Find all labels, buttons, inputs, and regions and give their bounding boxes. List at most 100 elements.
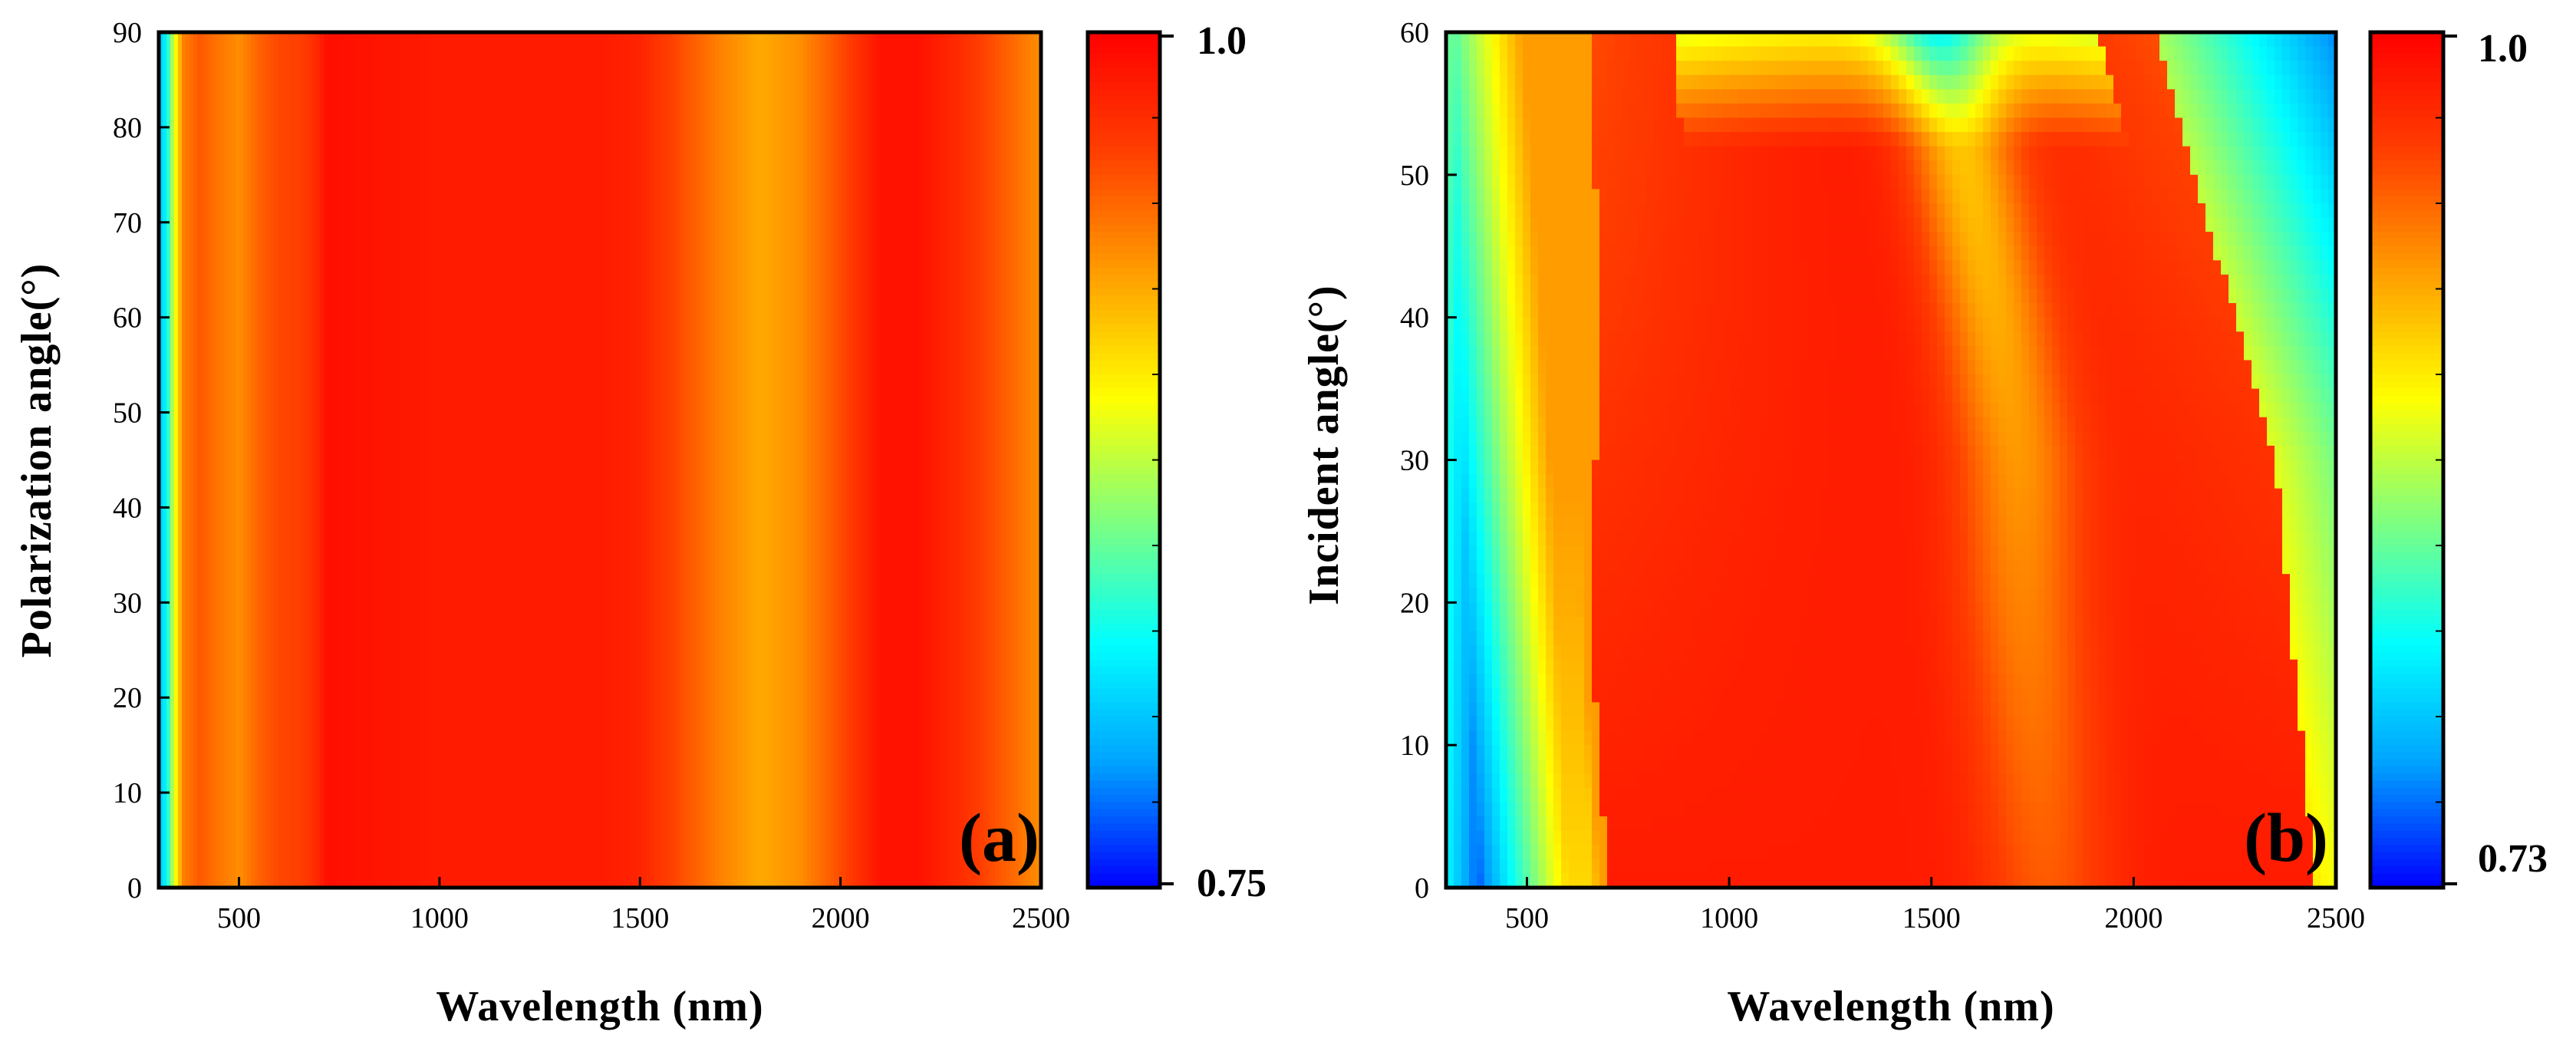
heatmap-cell [408,32,413,888]
colorbar-swatch [1088,153,1160,162]
heatmap-cell [1776,32,1784,48]
heatmap-cell [2298,531,2306,546]
heatmap-cell [1883,360,1892,375]
heatmap-cell [2067,174,2076,190]
heatmap-cell [1998,388,2007,404]
heatmap-cell [1906,445,1915,461]
colorbar-swatch [1088,666,1160,675]
heatmap-cell [2136,317,2145,333]
heatmap-cell [2014,317,2022,333]
heatmap-cell [1469,445,1477,461]
heatmap-cell [343,32,348,888]
heatmap-cell [1822,388,1830,404]
heatmap-cell [1661,303,1669,318]
heatmap-cell [2037,403,2045,418]
heatmap-cell [1983,388,1991,404]
heatmap-cell [1745,174,1754,190]
heatmap-cell [2159,531,2168,546]
heatmap-cell [2098,474,2107,489]
heatmap-cell [2175,574,2183,589]
heatmap-cell [911,32,915,888]
heatmap-cell [1929,132,1938,147]
heatmap-cell [1477,103,1485,119]
heatmap-cell [2175,317,2183,333]
heatmap-cell [2290,374,2298,390]
heatmap-cell [1906,431,1915,447]
heatmap-cell [1975,516,1984,532]
heatmap-cell [1507,503,1516,518]
heatmap-cell [1922,160,1930,176]
heatmap-cell [1768,460,1777,476]
heatmap-cell [1814,288,1823,305]
heatmap-cell [1492,146,1500,162]
colorbar-swatch [1088,89,1160,97]
heatmap-cell [1692,574,1700,589]
heatmap-cell [2136,417,2145,433]
heatmap-cell [1814,588,1823,604]
heatmap-cell [1845,203,1853,219]
heatmap-cell [1822,317,1830,333]
heatmap-cell [2014,232,2022,247]
heatmap-cell [2321,417,2329,433]
heatmap-cell [2244,403,2252,418]
heatmap-cell [1576,488,1585,504]
heatmap-cell [2321,117,2329,133]
heatmap-cell [1530,403,1539,418]
heatmap-cell [2267,403,2275,418]
heatmap-cell [1592,303,1600,318]
colorbar-swatch [1088,160,1160,169]
heatmap-cell [1484,232,1493,247]
heatmap-cell [1945,146,1953,162]
heatmap-cell [2175,232,2183,247]
heatmap-cell [1515,260,1524,275]
heatmap-cell [1661,417,1669,433]
heatmap-cell [1484,460,1493,476]
heatmap-cell [2052,531,2060,546]
heatmap-cell [1576,117,1585,133]
heatmap-cell [2321,445,2329,461]
heatmap-cell [1722,531,1731,546]
heatmap-cell [2106,516,2114,532]
heatmap-cell [1622,246,1631,262]
heatmap-cell [1991,61,1999,76]
heatmap-cell [2037,559,2045,575]
heatmap-cell [1622,374,1631,390]
heatmap-cell [1952,246,1961,262]
heatmap-cell [2083,403,2091,418]
heatmap-cell [2090,345,2099,361]
heatmap-cell [2159,559,2168,575]
heatmap-cell [2075,445,2084,461]
heatmap-cell [1668,189,1677,204]
heatmap-cell [2205,132,2214,147]
heatmap-cell [2129,403,2137,418]
heatmap-cell [2321,345,2329,361]
heatmap-cell [1576,288,1585,305]
heatmap-cell [1845,217,1853,233]
heatmap-cell [1653,460,1662,476]
heatmap-cell [2113,132,2122,147]
heatmap-cell [1807,32,1815,48]
heatmap-cell [2267,445,2275,461]
heatmap-cell [1500,260,1508,275]
heatmap-cell [1822,360,1830,375]
heatmap-cell [1653,345,1662,361]
heatmap-cell [1615,174,1623,190]
heatmap-cell [1569,132,1577,147]
heatmap-cell [1599,360,1608,375]
heatmap-cell [1523,203,1531,219]
heatmap-cell [1929,559,1938,575]
heatmap-cell [1454,303,1462,318]
heatmap-cell [1546,331,1554,347]
heatmap-cell [1929,345,1938,361]
heatmap-cell [1561,117,1570,133]
heatmap-cell [2136,488,2145,504]
heatmap-cell [1546,132,1554,147]
colorbar-swatch [1088,146,1160,154]
heatmap-cell [1814,74,1823,91]
heatmap-cell [880,32,884,888]
heatmap-cell [1638,246,1646,262]
colorbar-swatch [1088,32,1160,41]
heatmap-cell [1738,431,1746,447]
heatmap-cell [2221,331,2229,347]
heatmap-cell [980,32,984,888]
